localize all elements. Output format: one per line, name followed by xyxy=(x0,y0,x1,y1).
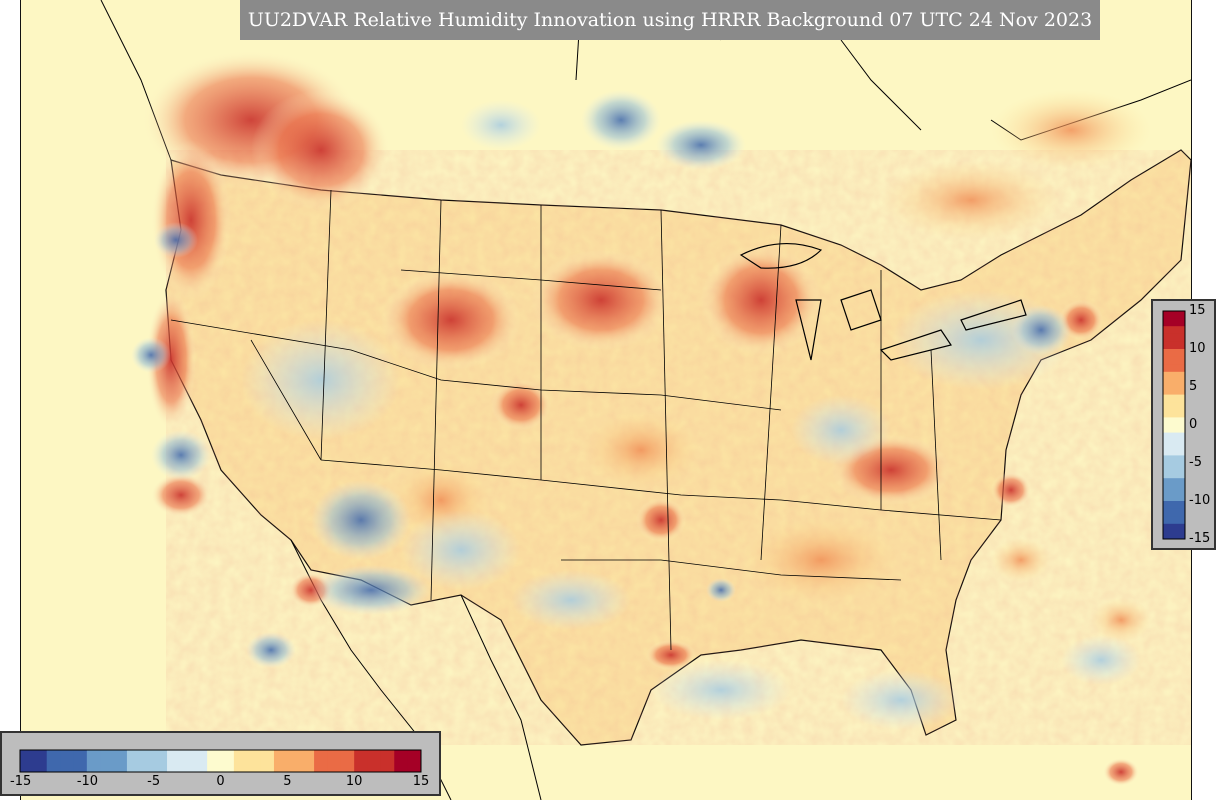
colorbar-band xyxy=(327,750,342,772)
colorbar-band xyxy=(207,750,221,772)
colorbar-band xyxy=(1163,531,1185,540)
colorbar-tick-label: 0 xyxy=(216,774,225,789)
colorbar-band xyxy=(1163,478,1185,487)
colorbar-band xyxy=(367,750,382,772)
colorbar-band xyxy=(1163,341,1185,350)
colorbar-band xyxy=(407,750,422,772)
colorbar-band xyxy=(273,750,288,772)
colorbar-band xyxy=(1163,447,1185,456)
colorbar-band xyxy=(380,750,395,772)
colorbar-band xyxy=(1163,501,1185,510)
colorbar-frame xyxy=(1162,310,1186,540)
colorbar-tick-label: 15 xyxy=(412,774,430,789)
rh-innovation-map xyxy=(21,0,1191,800)
colorbar-tick-label: 10 xyxy=(1189,341,1206,356)
colorbar-band xyxy=(113,750,128,772)
colorbar-tick-label: -10 xyxy=(1189,493,1211,508)
colorbar-band xyxy=(1163,463,1185,472)
great-lakes xyxy=(739,243,1027,361)
colorbar-band xyxy=(153,750,168,772)
colorbar-tick-label: 5 xyxy=(283,774,292,789)
colorbar-band xyxy=(233,750,248,772)
colorbar-tick-label: -5 xyxy=(147,774,161,789)
colorbar-band xyxy=(46,750,61,772)
colorbar-band xyxy=(1163,432,1185,441)
colorbar-band xyxy=(300,750,315,772)
colorbar-vertical-gradient xyxy=(1162,310,1186,540)
colorbar-band xyxy=(1163,417,1185,426)
colorbar-band xyxy=(247,750,262,772)
colorbar-tick-label: -10 xyxy=(76,774,99,789)
colorbar-band xyxy=(1163,333,1185,342)
colorbar-band xyxy=(1163,425,1185,434)
colorbar-band xyxy=(1163,371,1185,380)
colorbar-band xyxy=(167,750,181,772)
colorbar-horizontal-gradient xyxy=(19,749,422,773)
colorbar-band xyxy=(1163,493,1185,502)
map-title: UU2DVAR Relative Humidity Innovation usi… xyxy=(240,0,1100,40)
colorbar-band xyxy=(394,750,409,772)
colorbar-band xyxy=(1163,470,1185,479)
colorbar-band xyxy=(140,750,155,772)
colorbar-band xyxy=(100,750,115,772)
colorbar-vertical: 15 10 5 0 -5 -10 -15 xyxy=(1151,299,1216,550)
colorbar-band xyxy=(1163,326,1185,335)
colorbar-band xyxy=(1163,455,1185,464)
colorbar-band xyxy=(1163,516,1185,525)
colorbar-band xyxy=(314,750,328,772)
colorbar-band xyxy=(1163,379,1185,388)
colorbar-band xyxy=(1163,356,1185,365)
colorbar-band xyxy=(86,750,101,772)
colorbar-tick-label: 10 xyxy=(345,774,363,789)
colorbar-tick-label: 0 xyxy=(1189,417,1198,432)
colorbar-tick-label: -5 xyxy=(1189,455,1202,470)
colorbar-horizontal: -15 -10 -5 0 5 10 15 xyxy=(0,731,441,796)
colorbar-band xyxy=(1163,318,1185,327)
colorbar-tick-label: 15 xyxy=(1189,303,1206,318)
colorbar-band xyxy=(287,750,302,772)
colorbar-band xyxy=(126,750,141,772)
colorbar-band xyxy=(220,750,235,772)
colorbar-tick-label: -15 xyxy=(1189,531,1211,546)
colorbar-tick-label: 5 xyxy=(1189,379,1198,394)
colorbar-band xyxy=(340,750,355,772)
colorbar-band xyxy=(354,750,369,772)
colorbar-band xyxy=(20,750,34,772)
colorbar-tick-label: -15 xyxy=(10,774,32,789)
colorbar-band xyxy=(1163,440,1185,449)
colorbar-band xyxy=(1163,311,1185,320)
colorbar-band xyxy=(1163,364,1185,373)
colorbar-band xyxy=(60,750,74,772)
colorbar-band xyxy=(1163,387,1185,396)
colorbar-band xyxy=(1163,349,1185,358)
colorbar-band xyxy=(33,750,48,772)
map-canvas[interactable] xyxy=(20,0,1192,800)
colorbar-band xyxy=(1163,394,1185,403)
colorbar-band xyxy=(193,750,208,772)
colorbar-band xyxy=(1163,485,1185,494)
colorbar-band xyxy=(1163,402,1185,411)
colorbar-band xyxy=(1163,508,1185,517)
colorbar-band xyxy=(260,750,275,772)
state-boundaries xyxy=(170,189,1002,651)
colorbar-band xyxy=(1163,523,1185,532)
colorbar-band xyxy=(180,750,195,772)
colorbar-frame xyxy=(19,749,422,773)
innovation-field xyxy=(131,50,1151,786)
colorbar-band xyxy=(1163,409,1185,418)
colorbar-band xyxy=(73,750,88,772)
